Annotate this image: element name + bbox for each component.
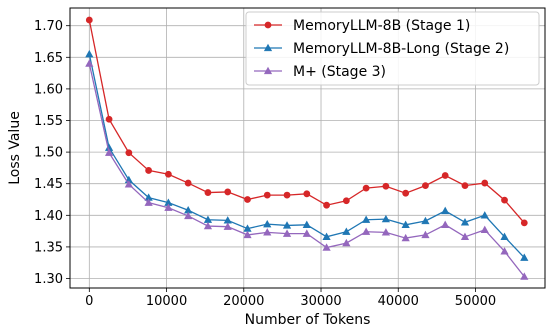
- series-line: [88, 63, 525, 278]
- data-point: [460, 218, 470, 226]
- data-point: [500, 232, 509, 240]
- data-point: [104, 148, 114, 156]
- data-point: [323, 201, 330, 209]
- data-point: [441, 206, 450, 215]
- data-point: [322, 232, 331, 240]
- data-point: [520, 253, 529, 261]
- data-point: [381, 228, 391, 236]
- data-point: [85, 16, 93, 24]
- data-point: [124, 180, 133, 188]
- data-point: [184, 179, 192, 187]
- x-tick-label: 0: [85, 294, 93, 309]
- x-tick-label: 40000: [378, 294, 419, 309]
- data-point: [342, 238, 351, 247]
- data-point: [224, 188, 232, 196]
- data-point: [223, 222, 232, 230]
- data-point: [421, 230, 430, 239]
- y-axis-title: Loss Value: [7, 111, 23, 185]
- data-point: [501, 196, 508, 204]
- data-point: [422, 182, 429, 190]
- data-point: [125, 149, 133, 157]
- data-point: [303, 190, 311, 198]
- data-point: [421, 216, 430, 225]
- data-point: [263, 228, 272, 236]
- y-tick-label: 1.40: [34, 209, 63, 224]
- legend-marker: [263, 43, 273, 52]
- legend-label: M+ (Stage 3): [293, 64, 386, 80]
- data-point: [164, 203, 173, 211]
- data-point: [520, 219, 528, 227]
- data-point: [402, 189, 410, 197]
- series-layer: [85, 16, 529, 280]
- y-tick-label: 1.45: [34, 177, 63, 192]
- y-tick-label: 1.55: [34, 114, 63, 129]
- data-point: [381, 214, 391, 223]
- data-point: [441, 172, 449, 179]
- series-1: [85, 16, 528, 227]
- data-point: [322, 243, 331, 251]
- x-tick-label: 10000: [146, 294, 187, 309]
- data-point: [461, 182, 469, 190]
- legend-entry: M+ (Stage 3): [254, 64, 386, 80]
- data-point: [144, 198, 153, 206]
- y-tick-label: 1.70: [34, 19, 63, 34]
- legend-marker: [264, 21, 272, 29]
- data-point: [244, 196, 251, 203]
- data-point: [145, 167, 153, 174]
- data-point: [164, 170, 172, 178]
- y-tick-label: 1.35: [34, 240, 63, 255]
- data-point: [184, 211, 193, 220]
- data-point: [283, 191, 291, 199]
- x-tick-label: 20000: [223, 294, 264, 309]
- axes: 0 10000 20000 30000 40000 50000 1.30 1.35 1.40 1.…: [34, 19, 496, 309]
- data-point: [282, 229, 292, 237]
- data-point: [302, 220, 311, 228]
- data-point: [362, 184, 370, 192]
- data-point: [243, 230, 252, 239]
- data-point: [85, 49, 94, 58]
- x-tick-label: 50000: [455, 294, 496, 309]
- data-point: [342, 227, 351, 235]
- data-point: [520, 272, 529, 280]
- data-point: [263, 191, 271, 199]
- plot-frame: [69, 7, 546, 289]
- data-point: [105, 115, 113, 123]
- legend-label: MemoryLLM-8B (Stage 1): [293, 18, 470, 34]
- data-point: [302, 229, 311, 237]
- y-tick-label: 1.50: [34, 146, 63, 161]
- data-point: [480, 211, 489, 219]
- x-tick-label: 30000: [300, 294, 341, 309]
- data-point: [401, 233, 410, 242]
- data-point: [85, 59, 94, 67]
- data-point: [362, 227, 371, 235]
- data-point: [282, 221, 292, 229]
- legend-marker: [263, 66, 273, 75]
- data-point: [441, 220, 450, 228]
- series-3: [85, 59, 529, 280]
- data-point: [263, 219, 272, 228]
- legend-entry: MemoryLLM-8B (Stage 1): [254, 18, 470, 34]
- data-point: [342, 197, 350, 205]
- y-tick-label: 1.30: [34, 272, 63, 287]
- legend: MemoryLLM-8B (Stage 1) MemoryLLM-8B-Long …: [245, 11, 540, 86]
- series-2: [85, 49, 529, 261]
- data-point: [500, 247, 509, 255]
- data-point: [204, 189, 212, 196]
- legend-entry: MemoryLLM-8B-Long (Stage 2): [254, 41, 509, 57]
- data-point: [480, 225, 489, 234]
- data-point: [382, 182, 390, 190]
- y-tick-label: 1.60: [34, 82, 63, 97]
- y-tick-label: 1.65: [34, 51, 63, 66]
- data-point: [401, 220, 410, 228]
- data-point: [481, 179, 489, 187]
- data-point: [203, 221, 213, 230]
- data-point: [460, 232, 470, 240]
- data-point: [362, 215, 371, 223]
- legend-label: MemoryLLM-8B-Long (Stage 2): [293, 41, 509, 57]
- legend-box: [245, 11, 540, 86]
- x-axis-title: Number of Tokens: [245, 312, 371, 326]
